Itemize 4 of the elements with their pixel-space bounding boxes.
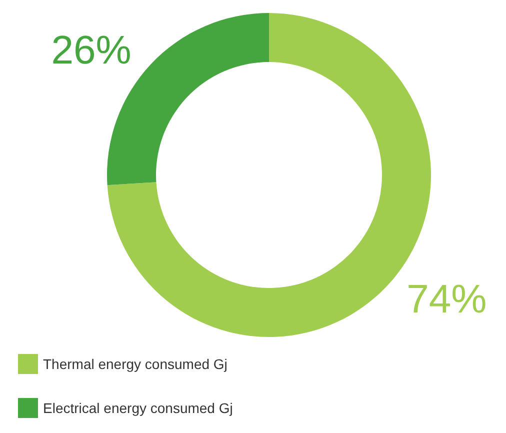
legend-label: Thermal energy consumed Gj (43, 356, 228, 372)
legend-label: Electrical energy consumed Gj (43, 400, 233, 416)
data-label: 26% (51, 28, 132, 72)
data-label: 74% (406, 278, 487, 322)
